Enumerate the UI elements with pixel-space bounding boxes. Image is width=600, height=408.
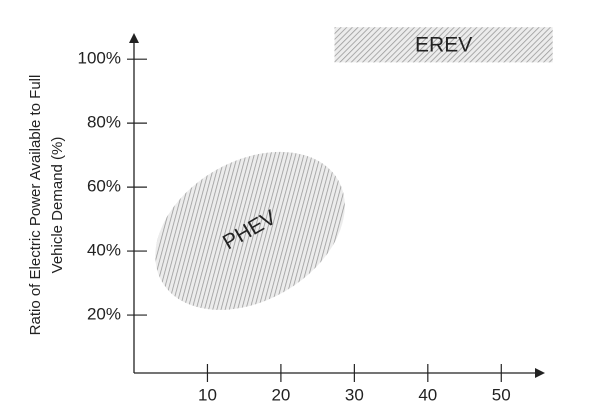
y-tick-label: 20% bbox=[87, 305, 121, 324]
x-tick-label: 30 bbox=[345, 385, 364, 404]
region-ellipse bbox=[155, 151, 345, 310]
y-axis-label: Vehicle Demand (%) bbox=[49, 137, 66, 274]
y-tick-label: 80% bbox=[87, 113, 121, 132]
region-rect bbox=[334, 27, 553, 63]
y-axis-arrow bbox=[129, 33, 139, 43]
y-axis-label: Ratio of Electric Power Available to Ful… bbox=[27, 75, 44, 336]
y-tick-label: 40% bbox=[87, 241, 121, 260]
region-label: EREV bbox=[415, 33, 472, 56]
y-tick-label: 100% bbox=[78, 49, 121, 68]
y-tick-label: 60% bbox=[87, 177, 121, 196]
x-tick-label: 10 bbox=[198, 385, 217, 404]
x-axis-arrow bbox=[535, 368, 545, 378]
x-tick-label: 50 bbox=[492, 385, 511, 404]
x-tick-label: 20 bbox=[271, 385, 290, 404]
x-tick-label: 40 bbox=[418, 385, 437, 404]
